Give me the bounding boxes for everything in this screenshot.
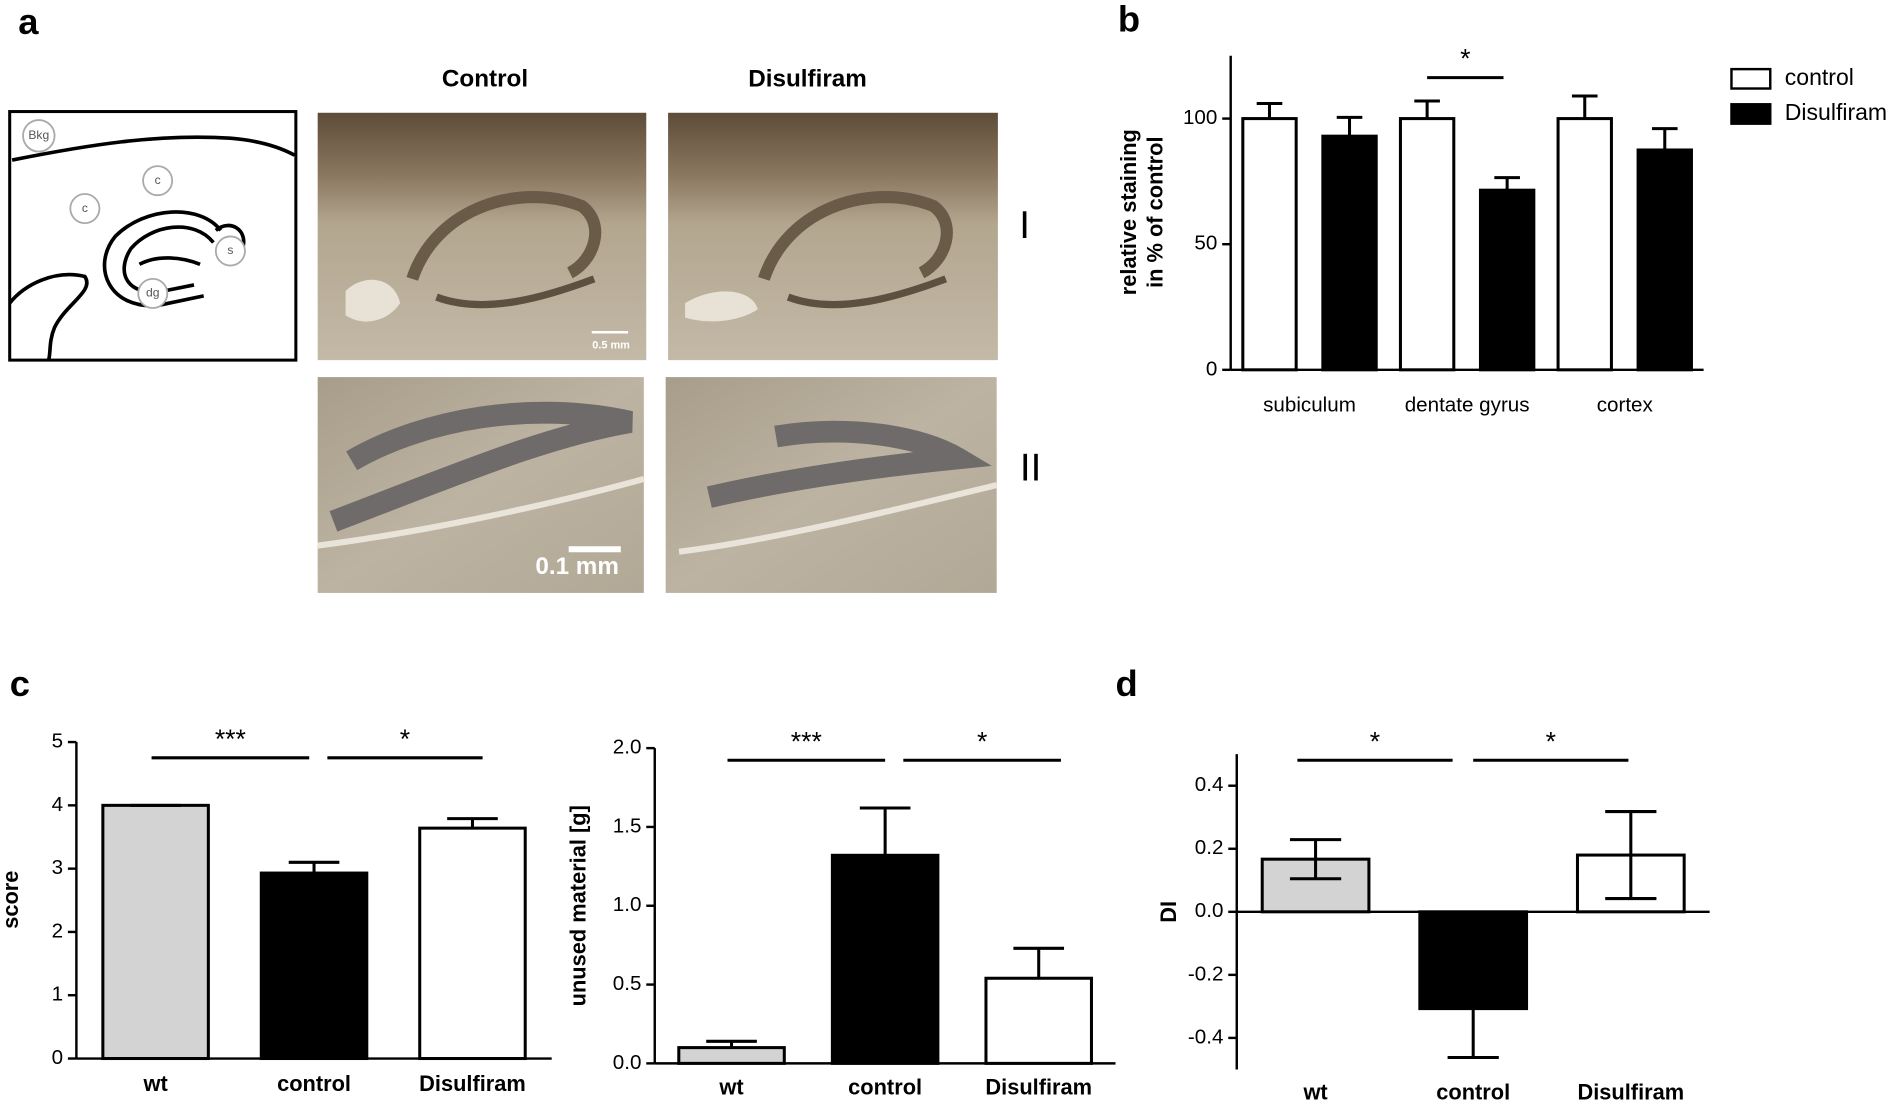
significance-label: *** [215,724,246,754]
y-tick-label: 1.0 [613,893,642,916]
y-tick-label: 0.4 [1195,773,1224,796]
error-bar [288,860,340,874]
error-bar [1447,958,1499,1059]
legend-swatch [1730,103,1772,125]
x-tick-label: Disulfiram [419,1071,526,1096]
micrograph [668,112,998,361]
error-bar [447,817,498,829]
legend-label: control [1785,64,1854,90]
micrograph [665,377,998,593]
y-tick-label: 0.5 [613,972,642,995]
y-tick-label: 0.2 [1195,836,1224,859]
error-bar [1494,176,1520,191]
y-tick-label: 2 [52,919,63,942]
region-label: s [227,243,233,257]
panel-letter: b [1118,0,1140,39]
x-tick-label: Disulfiram [1577,1079,1684,1104]
scale-bar-label: 0.1 mm [535,553,619,580]
significance-label: * [1460,44,1470,74]
y-axis-label: unused material [g] [565,805,590,1006]
region-label: c [82,201,88,215]
y-tick-label: 1.5 [613,814,642,837]
bar [418,826,527,1061]
y-tick-label: 0.0 [1195,899,1224,922]
x-tick-label: wt [1302,1079,1327,1104]
region-label: c [155,173,161,187]
panel-letter: a [18,1,39,42]
error-bar [706,1039,757,1048]
row-label: II [1020,446,1041,489]
bar [1241,117,1298,372]
y-tick-label: 5 [52,729,63,752]
y-tick-label: 100 [1183,106,1217,129]
panel-letter: d [1116,663,1138,704]
legend-swatch [1730,67,1772,90]
significance-label: * [400,724,410,754]
significance-label: * [1546,726,1556,756]
error-bar [1336,115,1363,137]
x-tick-label: Disulfiram [985,1075,1092,1100]
y-tick-label: 50 [1194,232,1217,255]
error-bar [1414,99,1440,119]
bar [1398,117,1456,372]
region-label: dg [146,286,159,300]
y-tick-label: -0.4 [1188,1025,1224,1048]
y-tick-label: 0 [1206,357,1217,380]
bar [1636,148,1693,372]
x-tick-label: dentate gyrus [1405,394,1530,417]
legend-label: Disulfiram [1785,99,1887,125]
y-tick-label: -0.2 [1188,962,1224,985]
bar [1478,188,1536,372]
y-axis-label: score [0,871,23,929]
y-axis-label: in % of control [1142,136,1167,287]
y-tick-label: 3 [52,856,63,879]
x-tick-label: wt [142,1071,167,1096]
y-tick-label: 0 [52,1046,63,1069]
y-tick-label: 0.0 [613,1051,642,1074]
y-tick-label: 4 [52,793,63,816]
column-header: Disulfiram [748,65,867,92]
bar [1321,134,1378,372]
column-header: Control [442,65,528,92]
bar [259,871,369,1061]
x-tick-label: control [277,1071,351,1096]
bar [1556,117,1613,372]
y-tick-label: 1 [52,983,63,1006]
bar [830,853,940,1065]
significance-label: * [1370,726,1380,756]
error-bar [1289,838,1342,881]
error-bar [1256,101,1283,119]
error-bar [1571,94,1598,119]
error-bar [1013,946,1065,979]
bar [984,976,1093,1065]
significance-label: * [977,726,987,756]
error-bar [859,806,911,856]
y-axis-label: DI [1156,901,1181,923]
region-markers [22,119,246,309]
region-label: Bkg [28,128,49,142]
bar [101,803,210,1061]
x-tick-label: subiculum [1263,394,1356,417]
error-bar [1605,810,1657,901]
x-tick-label: wt [718,1075,743,1100]
micrograph: 0.5 mm [317,112,647,361]
x-tick-label: cortex [1597,394,1654,417]
row-label: I [1019,204,1030,247]
bar [677,1046,786,1065]
y-tick-label: 2.0 [613,736,642,759]
x-tick-label: control [1436,1079,1510,1104]
significance-label: *** [791,726,822,756]
micrograph: 0.1 mm [317,377,645,593]
scale-bar-label: 0.5 mm [592,339,630,351]
panel-letter: c [10,663,30,704]
x-tick-label: control [848,1075,922,1100]
error-bar [1651,127,1678,150]
y-axis-label: relative staining [1116,129,1141,295]
brain-schematic [8,110,298,362]
